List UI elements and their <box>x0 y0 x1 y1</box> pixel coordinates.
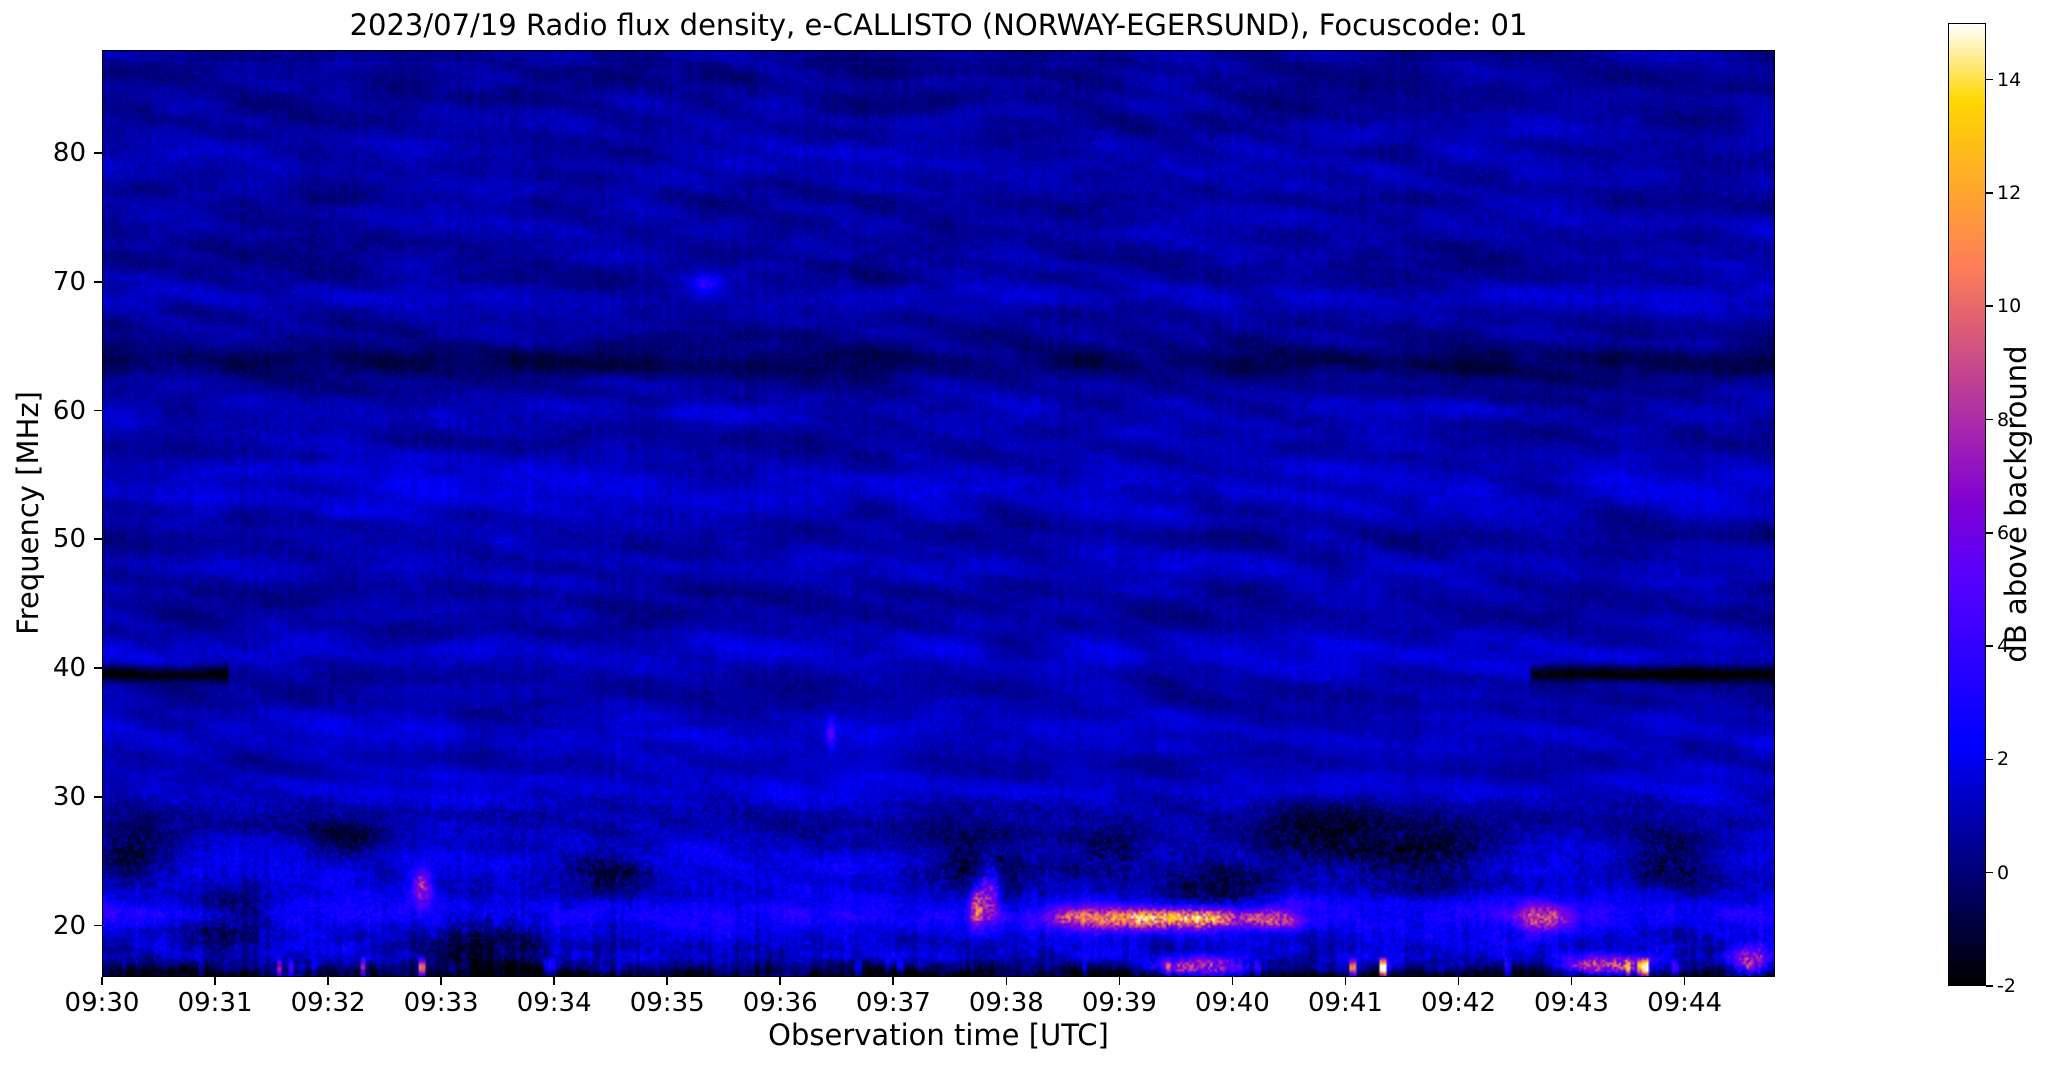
x-tick <box>1457 977 1460 985</box>
x-tick-label: 09:36 <box>742 988 818 1018</box>
colorbar-tick-label: 0 <box>1997 861 2010 884</box>
y-tick <box>94 409 102 412</box>
colorbar <box>1948 23 1986 986</box>
x-tick-label: 09:32 <box>290 988 366 1018</box>
colorbar-tick-label: 8 <box>1997 408 2010 431</box>
x-tick-label: 09:40 <box>1194 988 1270 1018</box>
colorbar-tick <box>1986 305 1993 308</box>
x-tick-label: 09:34 <box>516 988 592 1018</box>
x-tick <box>892 977 895 985</box>
y-tick-label: 40 <box>52 653 86 683</box>
colorbar-tick-label: 12 <box>1997 181 2022 204</box>
x-tick <box>101 977 103 985</box>
colorbar-tick <box>1986 78 1993 81</box>
x-tick-label: 09:30 <box>64 988 140 1018</box>
spectrogram-heatmap <box>103 51 1774 976</box>
colorbar-tick <box>1986 758 1993 761</box>
colorbar-tick-label: 2 <box>1997 748 2010 771</box>
colorbar-tick <box>1986 418 1993 421</box>
chart-title: 2023/07/19 Radio flux density, e-CALLIST… <box>349 8 1528 42</box>
colorbar-tick-label: 10 <box>1997 295 2022 318</box>
y-axis-label: Frequency [MHz] <box>11 391 45 635</box>
y-tick <box>94 280 102 283</box>
y-tick <box>94 152 102 154</box>
y-tick-label: 30 <box>52 781 86 812</box>
colorbar-tick-label: 4 <box>1997 635 2010 658</box>
x-tick <box>1344 977 1347 985</box>
y-tick-label: 70 <box>52 266 86 297</box>
y-tick-label: 20 <box>52 910 86 941</box>
y-tick <box>94 795 102 798</box>
colorbar-tick-label: 6 <box>1997 521 2010 544</box>
x-tick <box>779 977 782 985</box>
x-tick-label: 09:41 <box>1307 988 1383 1018</box>
y-tick <box>94 667 102 669</box>
colorbar-tick-label: 14 <box>1997 68 2022 91</box>
x-tick <box>214 977 216 985</box>
y-tick-label: 60 <box>52 395 86 426</box>
x-tick-label: 09:35 <box>629 988 705 1018</box>
x-tick-label: 09:37 <box>855 988 931 1018</box>
x-tick <box>327 977 329 985</box>
x-tick <box>440 977 442 985</box>
colorbar-tick <box>1986 871 1993 874</box>
colorbar-tick <box>1986 645 1993 647</box>
x-tick-label: 09:43 <box>1534 988 1609 1018</box>
x-tick <box>1570 977 1573 985</box>
x-tick-label: 09:42 <box>1421 988 1496 1018</box>
colorbar-tick <box>1986 192 1993 194</box>
x-tick <box>666 977 668 985</box>
y-tick-label: 50 <box>52 524 86 555</box>
x-tick <box>1005 977 1008 985</box>
y-tick-label: 80 <box>52 138 86 168</box>
x-tick-label: 09:39 <box>1081 988 1157 1018</box>
spectrogram-plot-area <box>102 50 1775 977</box>
x-tick <box>1118 977 1121 985</box>
colorbar-tick <box>1986 985 1993 987</box>
colorbar-gradient <box>1949 24 1985 985</box>
x-tick <box>553 977 555 985</box>
colorbar-label: dB above background <box>1999 345 2033 663</box>
y-tick <box>94 538 102 541</box>
x-tick-label: 09:38 <box>968 988 1044 1018</box>
colorbar-tick-label: -2 <box>1997 975 2016 997</box>
x-tick-label: 09:33 <box>403 988 479 1018</box>
x-axis-label: Observation time [UTC] <box>768 1018 1109 1052</box>
x-tick <box>1231 977 1234 985</box>
x-tick-label: 09:31 <box>177 988 253 1018</box>
colorbar-tick <box>1986 532 1993 534</box>
x-tick <box>1683 977 1686 985</box>
y-tick <box>94 924 102 927</box>
x-tick-label: 09:44 <box>1647 988 1723 1018</box>
